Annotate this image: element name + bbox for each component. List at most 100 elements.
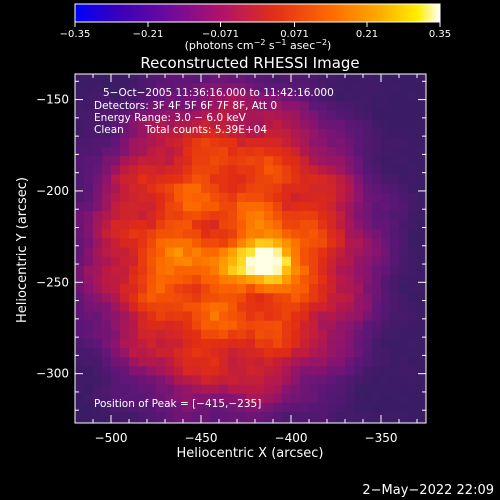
image-pixel (84, 119, 94, 130)
image-pixel (228, 348, 238, 358)
image-pixel (156, 412, 166, 422)
image-pixel (327, 311, 337, 322)
image-pixel (300, 412, 310, 422)
image-pixel (93, 211, 103, 221)
image-pixel (228, 128, 238, 139)
image-pixel (192, 83, 202, 93)
image-pixel (255, 256, 265, 267)
image-pixel (399, 137, 409, 148)
image-pixel (300, 311, 310, 322)
image-pixel (111, 174, 121, 185)
x-tick-label: −400 (275, 431, 308, 445)
image-pixel (291, 110, 301, 121)
image-pixel (345, 192, 355, 203)
image-pixel (75, 357, 85, 367)
image-pixel (174, 101, 184, 112)
image-pixel (372, 92, 382, 103)
image-pixel (291, 119, 301, 130)
image-pixel (75, 165, 85, 176)
image-pixel (111, 338, 121, 349)
image-pixel (165, 74, 175, 84)
image-pixel (183, 201, 193, 212)
image-pixel (345, 83, 355, 93)
image-pixel (138, 265, 148, 276)
image-pixel (165, 265, 175, 276)
image-pixel (228, 320, 238, 331)
image-pixel (228, 83, 238, 93)
image-pixel (156, 357, 166, 367)
image-pixel (417, 83, 426, 93)
image-pixel (318, 229, 328, 240)
image-pixel (201, 128, 211, 139)
image-pixel (255, 137, 265, 148)
colorbar-tick-label: −0.071 (202, 29, 239, 40)
image-pixel (336, 366, 346, 377)
image-pixel (246, 229, 256, 240)
image-pixel (84, 302, 94, 313)
image-pixel (138, 348, 148, 358)
image-pixel (273, 165, 283, 176)
image-pixel (237, 329, 247, 340)
image-pixel (93, 348, 103, 358)
image-pixel (399, 366, 409, 377)
image-pixel (156, 137, 166, 148)
image-pixel (192, 357, 202, 367)
image-pixel (192, 110, 202, 121)
image-pixel (363, 83, 373, 93)
image-pixel (318, 293, 328, 304)
image-pixel (345, 238, 355, 249)
image-pixel (84, 402, 94, 413)
image-pixel (237, 74, 247, 84)
image-pixel (138, 366, 148, 377)
image-pixel (102, 274, 112, 285)
image-pixel (147, 412, 157, 422)
image-pixel (300, 256, 310, 267)
image-pixel (156, 83, 166, 93)
image-pixel (381, 211, 391, 221)
image-pixel (255, 92, 265, 103)
image-pixel (354, 83, 364, 93)
image-pixel (129, 174, 139, 185)
image-pixel (156, 393, 166, 404)
image-pixel (345, 402, 355, 413)
image-pixel (291, 83, 301, 93)
image-pixel (129, 137, 139, 148)
image-pixel (336, 147, 346, 157)
image-pixel (102, 174, 112, 185)
image-pixel (309, 156, 319, 166)
image-pixel (282, 92, 292, 103)
image-pixel (192, 156, 202, 166)
image-pixel (228, 265, 238, 276)
image-pixel (255, 201, 265, 212)
image-pixel (327, 119, 337, 130)
image-pixel (111, 320, 121, 331)
x-tick-label: −500 (95, 431, 128, 445)
image-pixel (390, 110, 400, 121)
image-pixel (336, 165, 346, 176)
image-pixel (93, 329, 103, 340)
image-pixel (138, 147, 148, 157)
image-pixel (408, 238, 418, 249)
image-pixel (417, 247, 426, 258)
image-pixel (372, 238, 382, 249)
image-pixel (165, 412, 175, 422)
image-pixel (192, 274, 202, 285)
image-pixel (246, 402, 256, 413)
image-pixel (309, 110, 319, 121)
image-pixel (345, 284, 355, 294)
image-pixel (147, 302, 157, 313)
image-pixel (363, 265, 373, 276)
image-pixel (138, 110, 148, 121)
image-pixel (174, 229, 184, 240)
image-pixel (363, 192, 373, 203)
image-pixel (372, 402, 382, 413)
image-pixel (282, 229, 292, 240)
image-pixel (201, 92, 211, 103)
image-pixel (102, 147, 112, 157)
image-pixel (399, 421, 409, 423)
image-pixel (363, 119, 373, 130)
image-pixel (156, 156, 166, 166)
image-pixel (408, 137, 418, 148)
image-pixel (399, 329, 409, 340)
image-pixel (201, 293, 211, 304)
